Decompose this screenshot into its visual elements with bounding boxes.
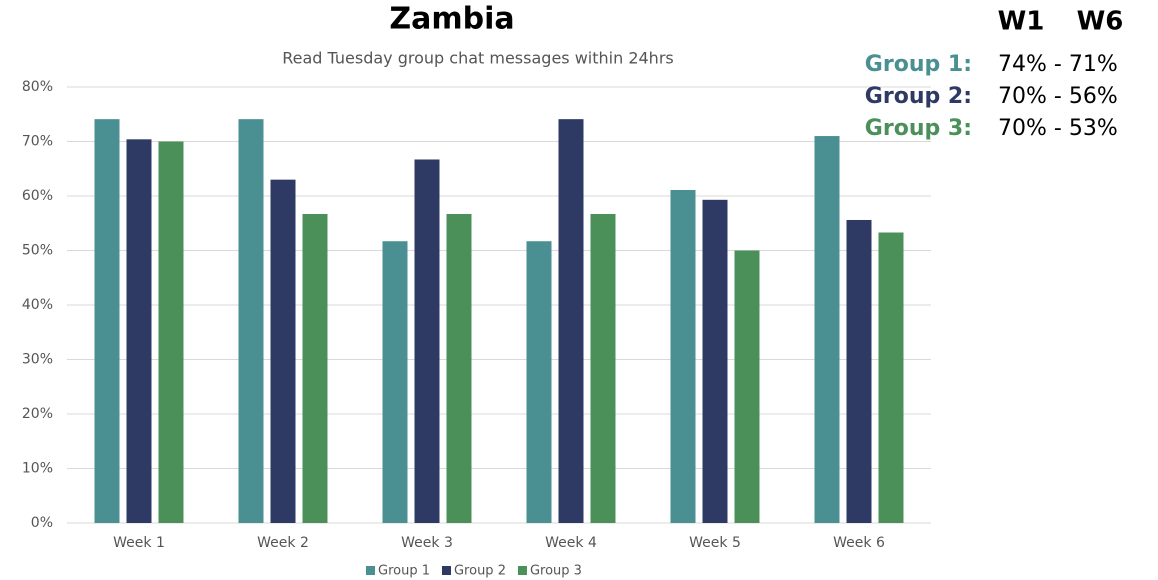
bar <box>446 213 472 524</box>
annotation-label: Group 2: <box>865 84 972 109</box>
legend-swatch <box>517 566 527 575</box>
y-tick-label: 40% <box>22 297 53 313</box>
bar <box>814 136 840 524</box>
annotation-text: 70% - 53% <box>998 116 1118 141</box>
x-tick-label: Week 3 <box>401 535 453 551</box>
legend-label: Group 1 <box>378 564 430 579</box>
chart-subtitle: Read Tuesday group chat messages within … <box>282 49 673 68</box>
chart-title: Zambia <box>389 2 514 37</box>
legend-label: Group 3 <box>530 564 582 579</box>
x-tick-label: Week 6 <box>833 535 885 551</box>
bar <box>526 241 552 524</box>
x-tick-label: Week 1 <box>113 535 165 551</box>
legend-swatch <box>366 566 375 575</box>
annotation-header: W6 <box>1077 7 1124 37</box>
annotation-label: Group 1: <box>865 52 972 77</box>
annotation-text: 70% - 56% <box>998 84 1118 109</box>
bar <box>734 250 760 523</box>
annotation-label: Group 3: <box>865 116 972 141</box>
bar <box>94 119 120 523</box>
x-tick-label: Week 4 <box>545 535 597 551</box>
y-tick-label: 0% <box>31 515 53 531</box>
y-tick-label: 70% <box>22 134 53 150</box>
y-tick-label: 20% <box>22 406 53 422</box>
y-tick-label: 10% <box>22 461 53 477</box>
bar <box>590 213 616 524</box>
y-tick-label: 50% <box>22 243 53 259</box>
legend-label: Group 2 <box>454 564 506 579</box>
bar <box>558 119 584 523</box>
bar <box>158 141 184 523</box>
y-tick-label: 30% <box>22 352 53 368</box>
bar <box>878 232 904 523</box>
bar <box>302 213 328 524</box>
bar <box>414 159 440 524</box>
bar <box>382 241 408 524</box>
bar <box>702 199 728 523</box>
x-tick-label: Week 5 <box>689 535 741 551</box>
x-tick-label: Week 2 <box>257 535 309 551</box>
bar <box>126 139 152 523</box>
annotation-header: W1 <box>998 7 1045 37</box>
y-tick-label: 60% <box>22 188 53 204</box>
annotation-text: 74% - 71% <box>998 52 1118 77</box>
bar <box>238 119 264 523</box>
y-tick-label: 80% <box>22 79 53 95</box>
legend-swatch <box>441 566 451 575</box>
bar <box>670 190 696 523</box>
bar <box>846 219 872 524</box>
bar <box>270 179 296 523</box>
